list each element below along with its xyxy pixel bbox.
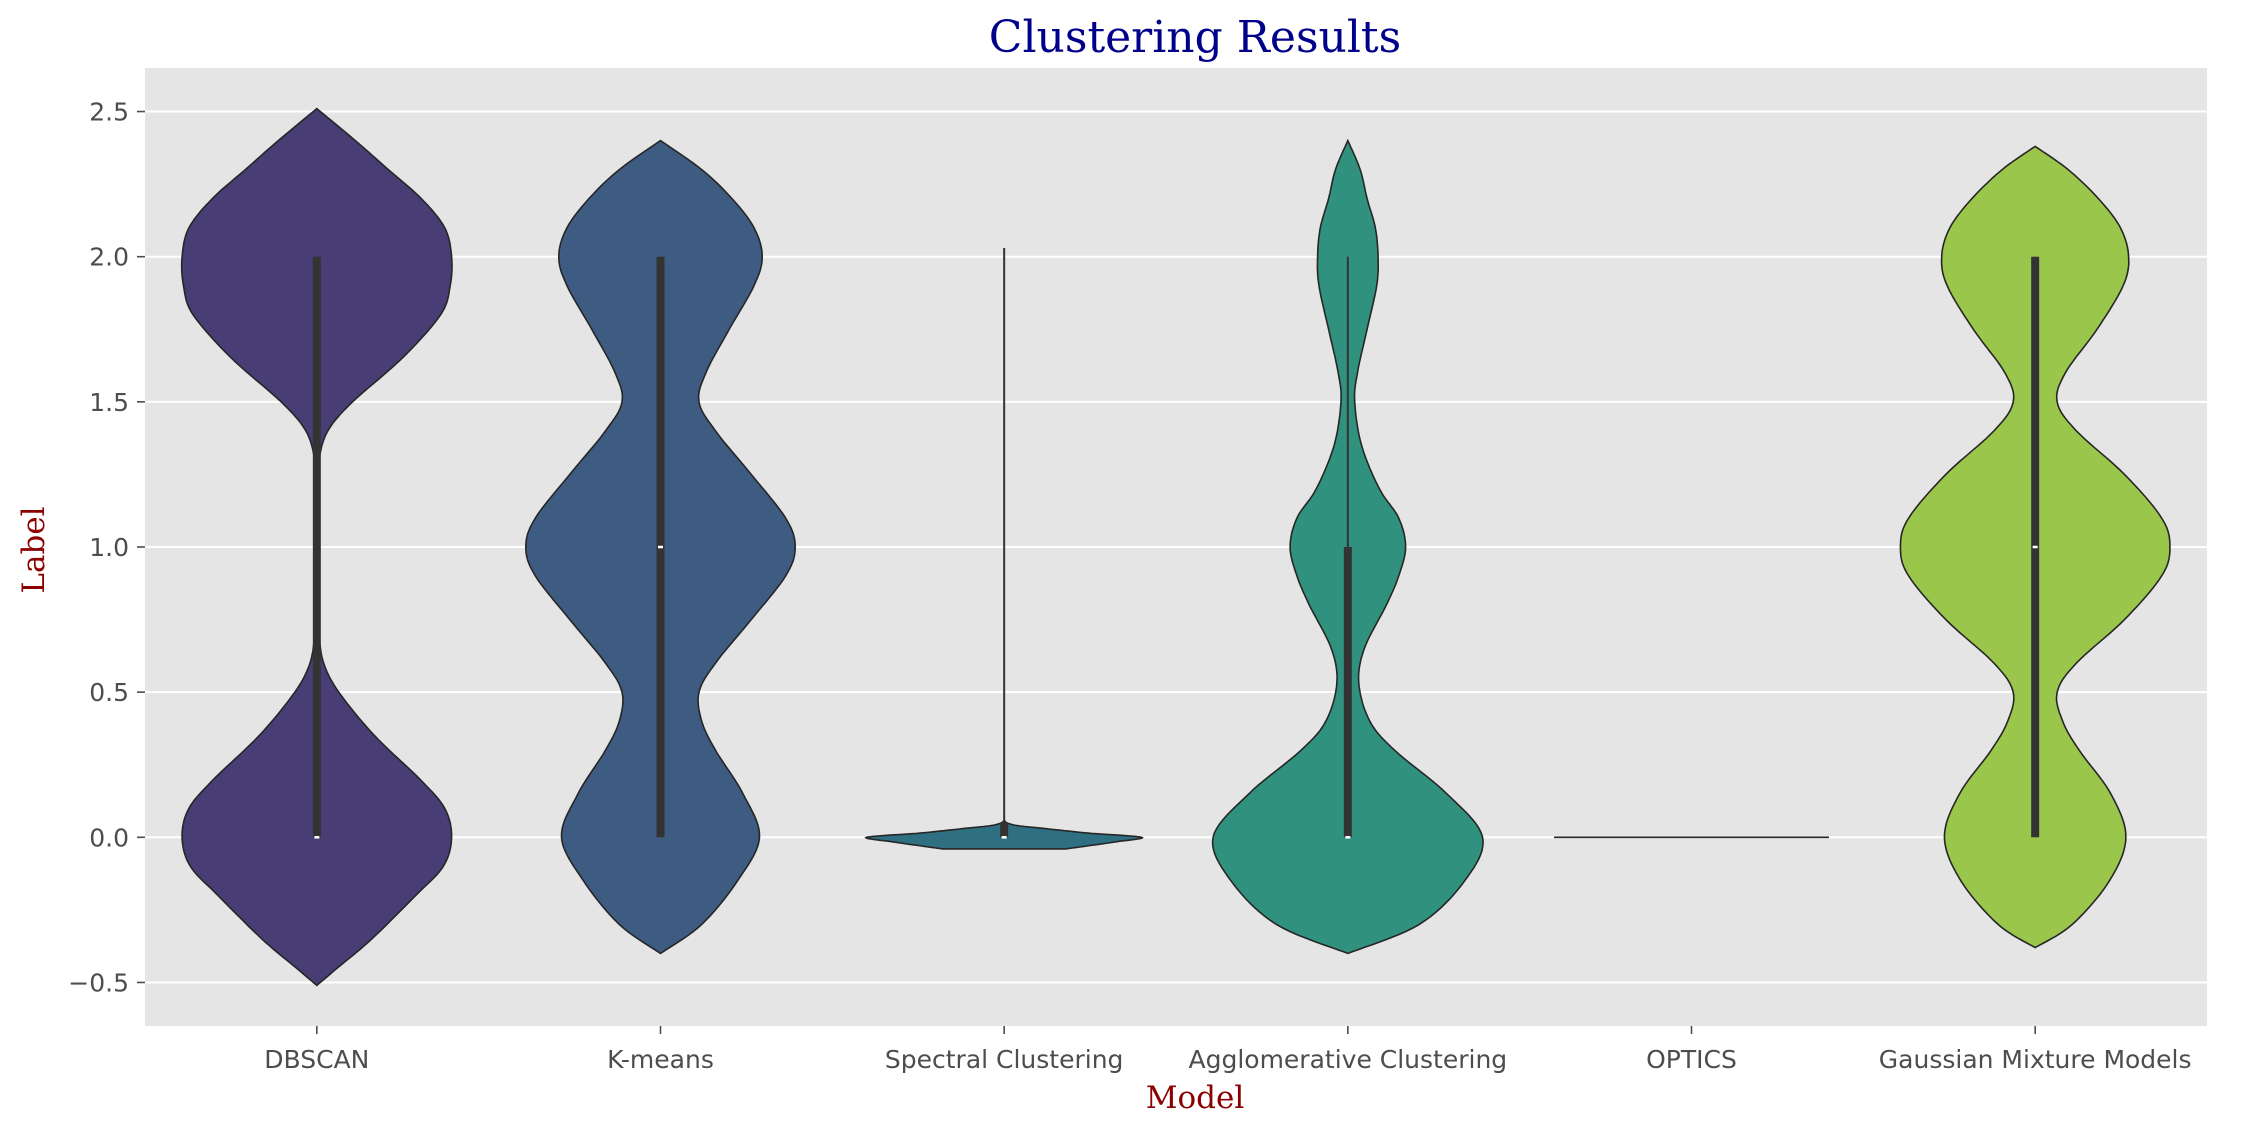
y-tick-label: 1.0: [89, 533, 129, 562]
x-axis-label: Model: [1146, 1080, 1245, 1116]
x-tick-label: Agglomerative Clustering: [1188, 1045, 1507, 1074]
violins: [180, 107, 2171, 987]
violin-spectral-clustering: [864, 247, 1144, 850]
violin-body: [180, 107, 453, 987]
chart-title: Clustering Results: [989, 12, 1401, 63]
violin-gaussian-mixture-models: [1899, 145, 2171, 949]
y-tick-label: 0.5: [89, 678, 129, 707]
y-axis-ticks: −0.5 0.0 0.5 1.0 1.5 2.0 2.5: [68, 98, 145, 997]
y-tick-label: 1.5: [89, 388, 129, 417]
x-tick-label: Spectral Clustering: [885, 1045, 1124, 1074]
x-axis-ticks: DBSCAN K-means Spectral Clustering Agglomer…: [264, 1026, 2192, 1074]
violin-k-means: [524, 139, 797, 955]
y-tick-label: 2.5: [89, 98, 129, 127]
x-tick-label: K-means: [607, 1045, 714, 1074]
violin-dbscan: [180, 107, 453, 987]
x-tick-label: Gaussian Mixture Models: [1879, 1045, 2192, 1074]
violin-agglomerative-clustering: [1211, 138, 1484, 955]
x-tick-label: DBSCAN: [264, 1045, 369, 1074]
grid-lines: [145, 110, 2207, 984]
y-tick-label: 0.0: [89, 823, 129, 852]
y-axis-label: Label: [16, 506, 52, 593]
y-tick-label: −0.5: [68, 968, 129, 997]
y-tick-label: 2.0: [89, 243, 129, 272]
x-tick-label: OPTICS: [1646, 1045, 1737, 1074]
